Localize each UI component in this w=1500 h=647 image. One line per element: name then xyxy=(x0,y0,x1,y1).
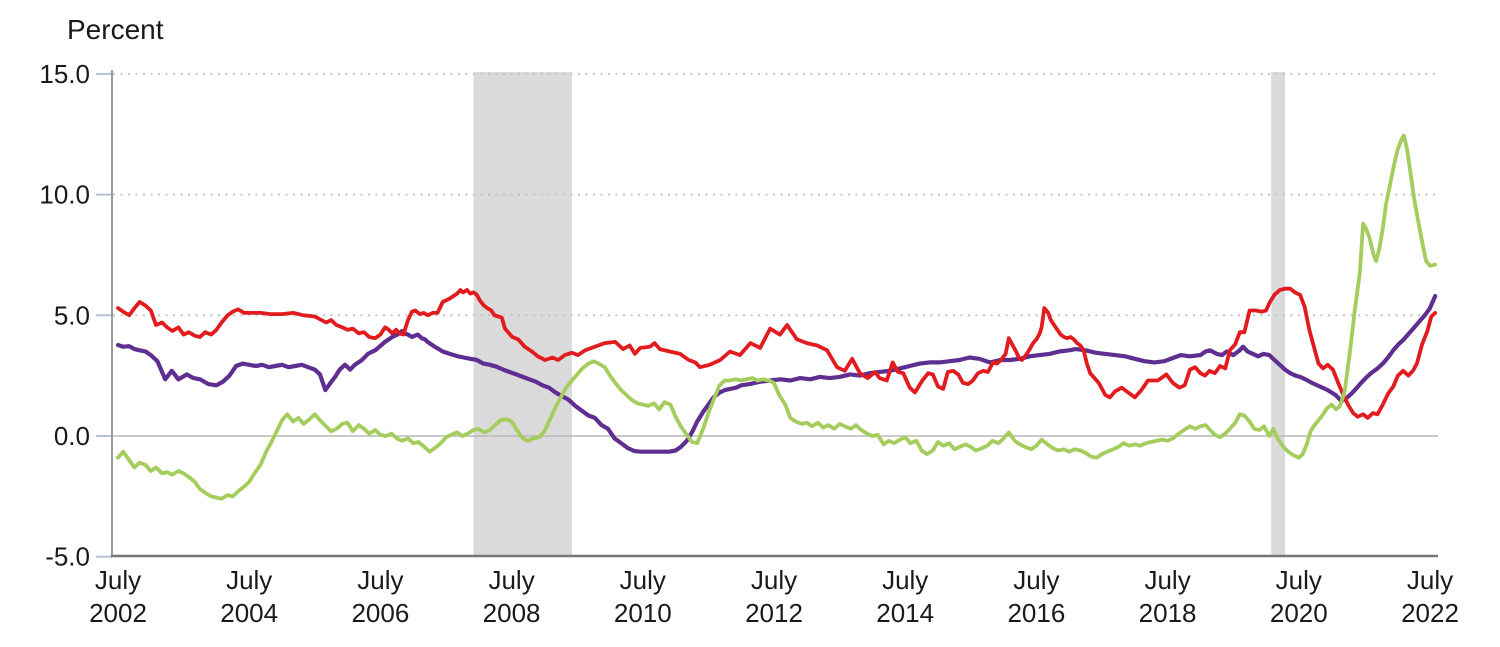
x-tick-label-year: 2022 xyxy=(1401,598,1459,628)
recession-band xyxy=(1271,72,1286,556)
x-tick-label-month: July xyxy=(488,565,534,595)
x-tick-label-month: July xyxy=(620,565,666,595)
x-tick-label-year: 2008 xyxy=(483,598,541,628)
x-tick-label-month: July xyxy=(1144,565,1190,595)
x-tick-label-year: 2012 xyxy=(745,598,803,628)
x-tick-label-month: July xyxy=(226,565,272,595)
x-tick-label-year: 2016 xyxy=(1007,598,1065,628)
x-tick-label-month: July xyxy=(882,565,928,595)
series-line-purple xyxy=(115,293,1438,454)
series-line-green xyxy=(116,133,1438,501)
y-tick-label: 15.0 xyxy=(39,59,90,89)
x-tick-label-year: 2002 xyxy=(89,598,147,628)
y-tick-label: 5.0 xyxy=(54,300,90,330)
recession-band xyxy=(473,72,572,556)
y-tick-label: 10.0 xyxy=(39,180,90,210)
x-tick-label-year: 2004 xyxy=(220,598,278,628)
x-tick-label-year: 2010 xyxy=(614,598,672,628)
x-tick-label-month: July xyxy=(751,565,797,595)
x-tick-label-month: July xyxy=(1407,565,1453,595)
x-tick-label-month: July xyxy=(95,565,141,595)
series-line-red xyxy=(116,286,1438,420)
x-tick-label-month: July xyxy=(357,565,403,595)
x-tick-label-month: July xyxy=(1276,565,1322,595)
x-tick-label-year: 2020 xyxy=(1270,598,1328,628)
x-tick-label-year: 2018 xyxy=(1139,598,1197,628)
x-tick-label-month: July xyxy=(1013,565,1059,595)
y-axis-title: Percent xyxy=(67,14,164,45)
y-tick-label: 0.0 xyxy=(54,421,90,451)
x-tick-label-year: 2014 xyxy=(876,598,934,628)
y-tick-label: -5.0 xyxy=(45,542,90,572)
x-tick-label-year: 2006 xyxy=(351,598,409,628)
